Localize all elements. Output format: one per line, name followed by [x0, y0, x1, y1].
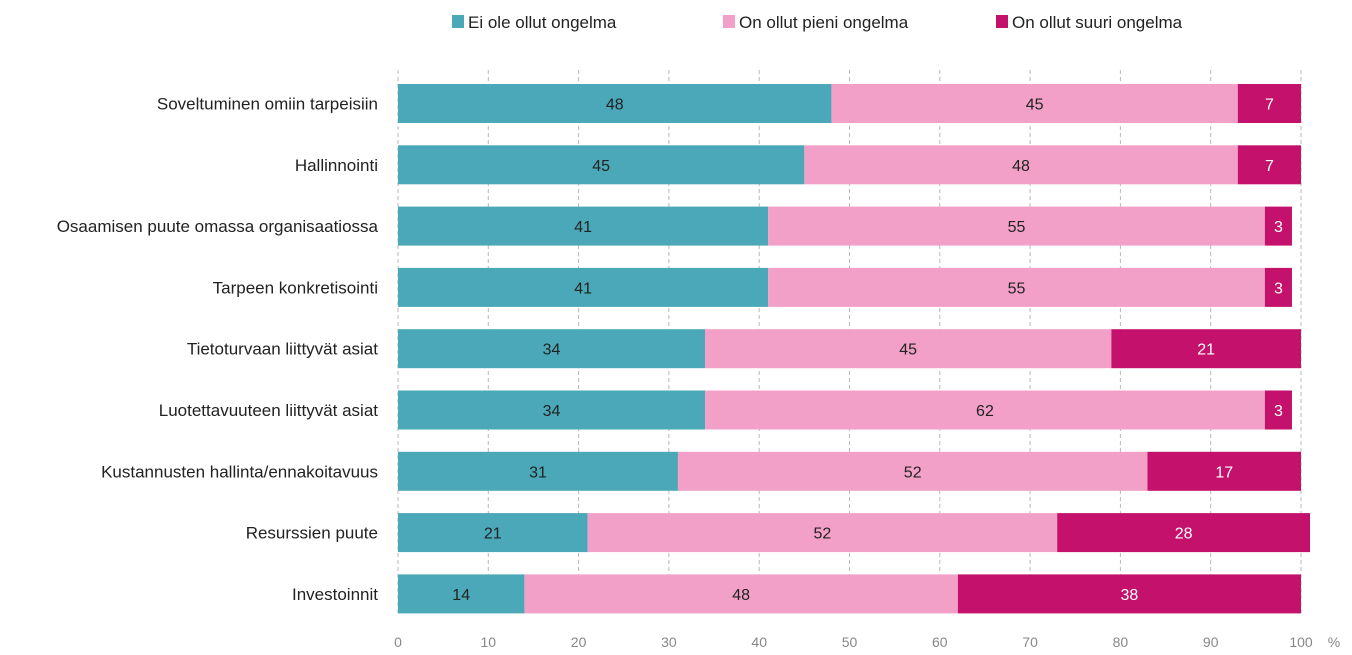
bar-segment — [1057, 513, 1311, 553]
bar-value-label: 3 — [1274, 403, 1283, 420]
bar-segment — [398, 451, 678, 491]
legend-swatch — [996, 15, 1008, 28]
category-label: Hallinnointi — [295, 156, 378, 175]
bar-value-label: 14 — [452, 587, 470, 604]
bar-value-label: 7 — [1265, 158, 1274, 175]
bar-value-label: 62 — [976, 403, 994, 420]
bar-segment — [1111, 329, 1301, 369]
bar-segment — [398, 390, 706, 430]
category-label: Tarpeen konkretisointi — [213, 278, 378, 297]
x-tick-label: 100 — [1289, 634, 1313, 650]
bar-segment — [398, 84, 832, 123]
bar-segment — [768, 267, 1265, 307]
legend-swatch — [723, 15, 735, 28]
bar-segment — [398, 145, 805, 185]
bar-segment — [831, 84, 1238, 123]
bar-value-label: 31 — [529, 464, 547, 481]
bar-value-label: 52 — [814, 526, 832, 543]
bar-value-label: 48 — [606, 97, 624, 114]
bar-segment — [957, 574, 1301, 614]
bar-value-label: 55 — [1008, 219, 1026, 236]
bar-value-label: 45 — [1026, 97, 1044, 114]
x-tick-label: 30 — [661, 634, 677, 650]
bar-segment — [705, 390, 1265, 430]
bar-segment — [398, 267, 769, 307]
bar-value-label: 3 — [1274, 280, 1283, 297]
legend-label: On ollut pieni ongelma — [739, 13, 909, 32]
bar-value-label: 34 — [543, 342, 561, 359]
bar-value-label: 41 — [574, 280, 592, 297]
category-label: Soveltuminen omiin tarpeisiin — [157, 95, 378, 114]
legend-swatch — [452, 15, 464, 28]
bar-segment — [1264, 267, 1292, 307]
bar-segment — [587, 513, 1058, 553]
x-axis-ticks: 0 10 20 30 40 50 60 70 80 90 100% — [394, 634, 1340, 650]
bar-value-label: 45 — [592, 158, 610, 175]
x-tick-label: 40 — [751, 634, 767, 650]
x-tick-label: 90 — [1203, 634, 1219, 650]
bar-value-label: 45 — [899, 342, 917, 359]
bar-segment — [524, 574, 958, 614]
legend-label: Ei ole ollut ongelma — [468, 13, 617, 32]
bar-value-label: 21 — [484, 526, 502, 543]
x-tick-label: 20 — [571, 634, 587, 650]
bar-segment — [398, 329, 706, 369]
bar-value-label: 17 — [1215, 464, 1233, 481]
x-tick-label: 70 — [1022, 634, 1038, 650]
category-label: Kustannusten hallinta/ennakoitavuus — [101, 462, 378, 481]
bar-value-label: 7 — [1265, 97, 1274, 114]
x-tick-label: 60 — [932, 634, 948, 650]
bar-value-label: 55 — [1008, 280, 1026, 297]
bar-value-label: 41 — [574, 219, 592, 236]
x-tick-label: 0 — [394, 634, 402, 650]
category-label: Resurssien puute — [246, 524, 378, 543]
x-tick-label: 10 — [481, 634, 497, 650]
x-unit-label: % — [1328, 634, 1340, 650]
x-tick-label: 80 — [1113, 634, 1129, 650]
x-tick-label: 50 — [842, 634, 858, 650]
bar-value-label: 34 — [543, 403, 561, 420]
category-label: Tietoturvaan liittyvät asiat — [187, 340, 378, 359]
category-label: Osaamisen puute omassa organisaatiossa — [57, 217, 379, 236]
bar-segment — [1264, 390, 1292, 430]
bar-segment — [398, 574, 525, 614]
category-label: Luotettavuuteen liittyvät asiat — [159, 401, 379, 420]
bar-value-label: 38 — [1121, 587, 1139, 604]
bar-segment — [398, 513, 588, 553]
bar-value-label: 52 — [904, 464, 922, 481]
bar-segment — [804, 145, 1238, 185]
bar-segment — [705, 329, 1112, 369]
bar-segment — [1264, 206, 1292, 246]
bar-segment — [1147, 451, 1301, 491]
bar-segment — [677, 451, 1148, 491]
legend: Ei ole ollut ongelma On ollut pieni ongel… — [452, 13, 1183, 32]
bar-segment — [768, 206, 1265, 246]
bar-value-label: 3 — [1274, 219, 1283, 236]
bar-value-label: 48 — [732, 587, 750, 604]
legend-label: On ollut suuri ongelma — [1012, 13, 1183, 32]
bar-value-label: 21 — [1197, 342, 1215, 359]
bars-layer: 48 45 7 45 48 7 41 55 3 41 55 3 34 45 21 34 62 3 31 52 17 21 5… — [398, 84, 1311, 614]
category-label: Investoinnit — [292, 585, 378, 604]
bar-segment — [1237, 84, 1301, 123]
bar-segment — [1237, 145, 1301, 185]
bar-value-label: 28 — [1175, 526, 1193, 543]
bar-segment — [398, 206, 769, 246]
category-labels: Soveltuminen omiin tarpeisiin Hallinnoint… — [57, 95, 379, 604]
bar-value-label: 48 — [1012, 158, 1030, 175]
